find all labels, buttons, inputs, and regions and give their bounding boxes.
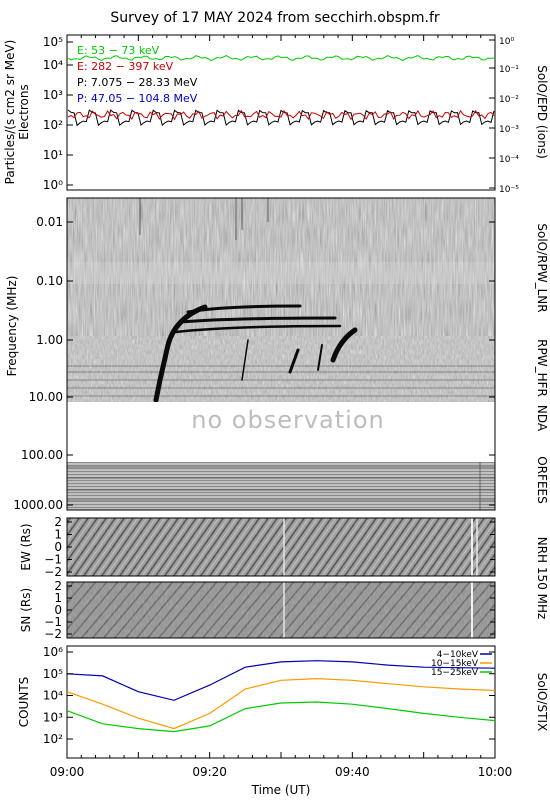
nrh-tick-label: −1: [44, 553, 62, 567]
stix-tick-label: 10⁶: [43, 645, 63, 659]
epd-left-tick-label: 10²: [43, 118, 63, 132]
epd-legend-entry: E: 53 − 73 keV: [77, 44, 160, 57]
radio-spectrogram-panel: no observation 0.01 0.10 1.00 10.00 100.00 10…: [5, 197, 549, 512]
epd-ylabel-electrons: Electrons: [17, 84, 31, 139]
stix-legend-entry: 4−10keV: [437, 650, 479, 660]
lnr-side-label: SolO/RPW_LNR: [535, 223, 549, 312]
stix-series: [66, 660, 496, 733]
epd-legend: E: 53 − 73 keV E: 282 − 397 keV P: 7.075 −…: [77, 44, 198, 105]
nrh-side-label: NRH 150 MHz: [535, 537, 549, 620]
frequency-ylabel: Frequency (MHz): [5, 276, 19, 377]
stix-ylabel: COUNTS: [17, 677, 31, 728]
epd-red-trace: [67, 109, 495, 121]
nrh-ew-panel: 210−1−2 EW (Rs): [19, 515, 496, 579]
time-tick-label: 10:00: [478, 765, 513, 779]
epd-black-trace: [67, 109, 495, 127]
frequency-tick-label: 0.10: [36, 274, 63, 288]
stix-tick-label: 10²: [43, 732, 63, 746]
ew-ylabel: EW (Rs): [19, 523, 33, 570]
stix-tick-label: 10⁴: [43, 689, 63, 703]
epd-right-tick-label: 10⁰: [499, 37, 514, 47]
time-axis-ticks: 09:00 09:20 09:40 10:00: [50, 35, 513, 779]
epd-right-tick-label: 10⁻³: [499, 125, 519, 135]
sn-ylabel: SN (Rs): [19, 588, 33, 632]
epd-right-tick-label: 10⁻⁵: [499, 185, 519, 195]
time-tick-label: 09:20: [192, 765, 227, 779]
nrh-sn-panel: 210−1−2 SN (Rs): [19, 579, 496, 641]
stix-series-line: [66, 660, 496, 701]
epd-legend-entry: P: 7.075 − 28.33 MeV: [77, 76, 198, 89]
frequency-tick-label: 10.00: [29, 390, 63, 404]
stix-legend-entry: 10−15keV: [431, 659, 479, 669]
frequency-ticks: 0.01 0.10 1.00 10.00 100.00 1000.00: [13, 215, 495, 512]
nrh-tick-label: −1: [44, 615, 62, 629]
stix-ticks: 10² 10³ 10⁴ 10⁵ 10⁶: [43, 645, 495, 746]
sn-ticks: 210−1−2: [44, 579, 495, 641]
nrh-tick-label: 2: [54, 515, 62, 529]
nrh-tick-label: −2: [44, 627, 62, 641]
epd-right-tick-label: 10⁻⁴: [499, 155, 519, 165]
epd-right-ticks: 10⁻⁵ 10⁻⁴ 10⁻³ 10⁻² 10⁻¹ 10⁰: [489, 37, 519, 195]
nrh-tick-label: 1: [54, 591, 62, 605]
epd-side-label: SolO/EPD (ions): [535, 65, 549, 159]
frequency-tick-label: 1000.00: [13, 498, 63, 512]
epd-left-tick-label: 10⁰: [43, 178, 63, 192]
epd-right-tick-label: 10⁻²: [499, 95, 519, 105]
stix-legend-entry: 15−25keV: [431, 668, 479, 678]
epd-ylabel: Particles/(s cm2 sr MeV): [3, 40, 17, 185]
frequency-tick-label: 1.00: [36, 333, 63, 347]
nda-no-observation: no observation: [191, 406, 384, 434]
nrh-tick-label: −2: [44, 565, 62, 579]
frequency-tick-label: 100.00: [21, 448, 63, 462]
epd-left-tick-label: 10¹: [43, 148, 63, 162]
epd-legend-entry: P: 47.05 − 104.8 MeV: [77, 92, 198, 105]
time-tick-label: 09:00: [50, 765, 85, 779]
nrh-tick-label: 2: [54, 579, 62, 593]
epd-left-ticks: 10⁰ 10¹ 10² 10³ 10⁴ 10⁵: [43, 35, 73, 192]
hfr-side-label: RPW_HFR: [535, 339, 549, 397]
epd-green-trace: [67, 55, 495, 62]
time-tick-label: 09:40: [335, 765, 370, 779]
frequency-tick-label: 0.01: [36, 215, 63, 229]
epd-left-tick-label: 10⁴: [43, 58, 63, 72]
nrh-tick-label: 0: [54, 540, 62, 554]
epd-left-tick-label: 10³: [43, 88, 63, 102]
stix-tick-label: 10³: [43, 710, 63, 724]
nrh-tick-label: 1: [54, 528, 62, 542]
epd-right-tick-label: 10⁻¹: [499, 65, 519, 75]
nda-side-label: NDA: [535, 405, 549, 432]
stix-tick-label: 10⁵: [43, 667, 63, 681]
figure-title: Survey of 17 MAY 2024 from secchirh.obsp…: [110, 10, 440, 26]
ew-ticks: 210−1−2: [44, 515, 495, 579]
epd-legend-entry: E: 282 − 397 keV: [77, 60, 174, 73]
orfees-side-label: ORFEES: [535, 456, 549, 503]
stix-series-line: [66, 677, 496, 730]
epd-left-tick-label: 10⁵: [43, 35, 63, 49]
stix-side-label: SolO/STIX: [535, 673, 549, 732]
time-axis-label: Time (UT): [251, 783, 311, 797]
stix-series-line: [66, 701, 496, 733]
nrh-tick-label: 0: [54, 603, 62, 617]
